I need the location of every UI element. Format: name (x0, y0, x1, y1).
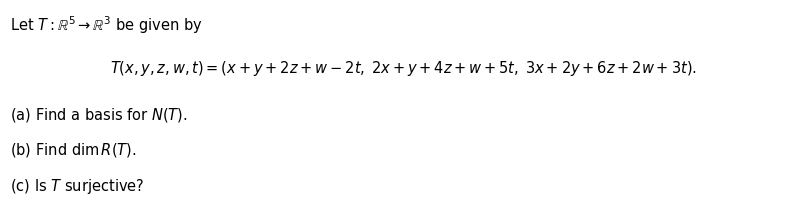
Text: (c) Is $T$ surjective?: (c) Is $T$ surjective? (10, 177, 144, 196)
Text: Let $T : \mathbb{R}^5 \rightarrow \mathbb{R}^3$ be given by: Let $T : \mathbb{R}^5 \rightarrow \mathb… (10, 15, 203, 37)
Text: (b) Find $\dim R(T)$.: (b) Find $\dim R(T)$. (10, 141, 136, 159)
Text: $T(x, y, z, w, t) = (x + y + 2z + w - 2t,\; 2x + y + 4z + w + 5t,\; 3x + 2y + 6z: $T(x, y, z, w, t) = (x + y + 2z + w - 2t… (110, 59, 697, 78)
Text: (a) Find a basis for $N(T)$.: (a) Find a basis for $N(T)$. (10, 106, 187, 123)
